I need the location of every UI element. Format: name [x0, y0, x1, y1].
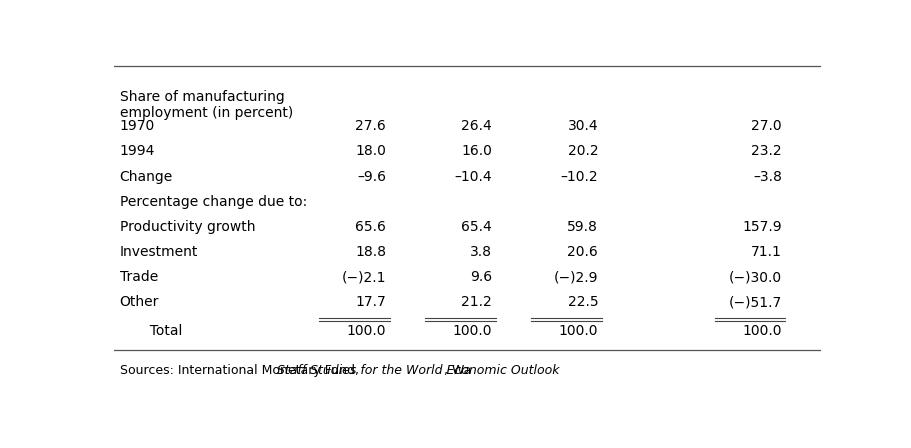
Text: –3.8: –3.8	[752, 169, 781, 184]
Text: Change: Change	[119, 169, 173, 184]
Text: , Wa: , Wa	[444, 364, 471, 377]
Text: 100.0: 100.0	[452, 324, 492, 338]
Text: 100.0: 100.0	[558, 324, 598, 338]
Text: 16.0: 16.0	[461, 144, 492, 159]
Text: (−)30.0: (−)30.0	[728, 270, 781, 284]
Text: 157.9: 157.9	[742, 220, 781, 234]
Text: 23.2: 23.2	[751, 144, 781, 159]
Text: Percentage change due to:: Percentage change due to:	[119, 195, 307, 209]
Text: Trade: Trade	[119, 270, 158, 284]
Text: Share of manufacturing
employment (in percent): Share of manufacturing employment (in pe…	[119, 90, 292, 120]
Text: 1994: 1994	[119, 144, 155, 159]
Text: (−)2.9: (−)2.9	[553, 270, 598, 284]
Text: (−)51.7: (−)51.7	[728, 296, 781, 310]
Text: Other: Other	[119, 296, 159, 310]
Text: 9.6: 9.6	[469, 270, 492, 284]
Text: Sources: International Monetary Fund,: Sources: International Monetary Fund,	[119, 364, 363, 377]
Text: 18.0: 18.0	[355, 144, 385, 159]
Text: 65.4: 65.4	[461, 220, 492, 234]
Text: 100.0: 100.0	[742, 324, 781, 338]
Text: 26.4: 26.4	[461, 119, 492, 133]
Text: 59.8: 59.8	[567, 220, 598, 234]
Text: Productivity growth: Productivity growth	[119, 220, 255, 234]
Text: 21.2: 21.2	[461, 296, 492, 310]
Text: 18.8: 18.8	[354, 245, 385, 259]
Text: 17.7: 17.7	[355, 296, 385, 310]
Text: 30.4: 30.4	[567, 119, 598, 133]
Text: 20.2: 20.2	[567, 144, 598, 159]
Text: 65.6: 65.6	[355, 220, 385, 234]
Text: Investment: Investment	[119, 245, 198, 259]
Text: –10.2: –10.2	[560, 169, 598, 184]
Text: (−)2.1: (−)2.1	[342, 270, 385, 284]
Text: 22.5: 22.5	[567, 296, 598, 310]
Text: 27.0: 27.0	[751, 119, 781, 133]
Text: 3.8: 3.8	[470, 245, 492, 259]
Text: Total: Total	[140, 324, 182, 338]
Text: 71.1: 71.1	[751, 245, 781, 259]
Text: Staff Studies for the World Economic Outlook: Staff Studies for the World Economic Out…	[276, 364, 558, 377]
Text: –10.4: –10.4	[454, 169, 492, 184]
Text: 1970: 1970	[119, 119, 155, 133]
Text: 27.6: 27.6	[355, 119, 385, 133]
Text: 100.0: 100.0	[346, 324, 385, 338]
Text: 20.6: 20.6	[567, 245, 598, 259]
Text: –9.6: –9.6	[357, 169, 385, 184]
